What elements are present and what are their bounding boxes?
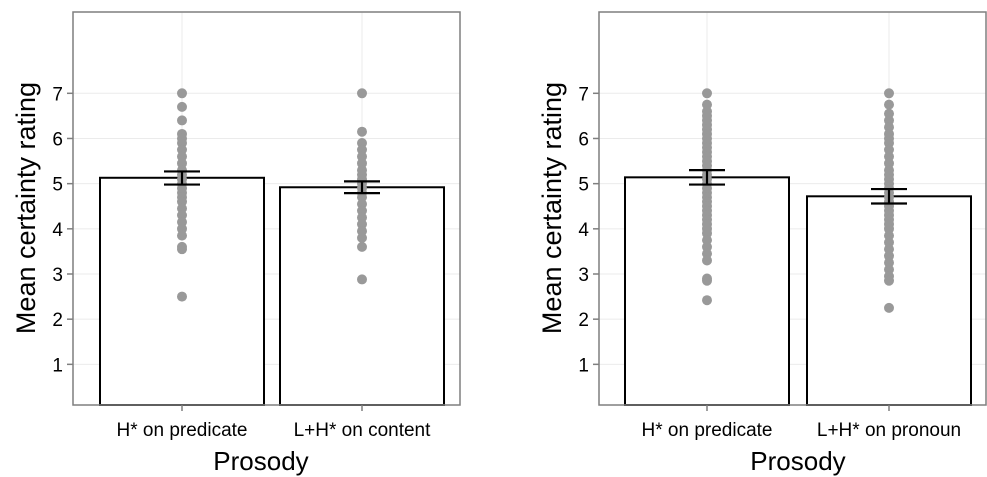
x-tick-label-left-1: L+H* on content (294, 420, 432, 441)
y-tick-label-right-6: 6 (578, 129, 589, 150)
y-tick-label-right-1: 1 (578, 355, 589, 376)
x-tick-label-left-0: H* on predicate (117, 420, 248, 441)
y-tick-label-right-7: 7 (578, 84, 589, 105)
point-left-0-0 (177, 88, 187, 99)
y-tick-label-right-2: 2 (578, 310, 589, 331)
point-left-1-18 (357, 232, 367, 243)
point-right-1-1 (884, 99, 894, 110)
errorbar-left-1 (344, 180, 380, 195)
point-left-0-23 (177, 244, 187, 255)
point-right-1-32 (884, 275, 894, 286)
x-tick-label-right-0: H* on predicate (642, 420, 773, 441)
y-tick-label-left-6: 6 (52, 129, 63, 150)
errorbar-right-1 (871, 187, 907, 205)
y-tick-label-right-3: 3 (578, 265, 589, 286)
x-axis-title-left: Prosody (213, 446, 308, 476)
y-axis-title-right: Mean certainty rating (537, 82, 567, 334)
x-tick-label-right-1: L+H* on pronoun (817, 420, 961, 441)
y-tick-label-left-2: 2 (52, 310, 63, 331)
point-left-1-0 (357, 88, 367, 99)
point-right-0-33 (702, 255, 712, 266)
x-axis-title-right: Prosody (750, 446, 845, 476)
y-axis-title-left: Mean certainty rating (11, 82, 41, 334)
y-tick-label-left-7: 7 (52, 84, 63, 105)
point-right-0-35 (702, 275, 712, 286)
point-left-0-2 (177, 115, 187, 126)
point-left-0-21 (177, 230, 187, 241)
point-left-1-19 (357, 241, 367, 252)
y-tick-label-left-1: 1 (52, 355, 63, 376)
errorbar-left-0 (164, 170, 200, 186)
point-left-0-24 (177, 291, 187, 302)
point-right-1-33 (884, 302, 894, 313)
point-right-0-36 (702, 295, 712, 306)
point-left-0-1 (177, 101, 187, 112)
y-tick-label-left-5: 5 (52, 175, 63, 196)
point-right-0-0 (702, 88, 712, 99)
point-left-1-20 (357, 274, 367, 285)
chart-left: 1 2 3 4 5 6 7 H* on predicate L+H* on content Me… (11, 11, 461, 476)
point-right-1-0 (884, 88, 894, 99)
y-tick-label-right-5: 5 (578, 175, 589, 196)
y-tick-label-left-3: 3 (52, 265, 63, 286)
y-tick-label-left-4: 4 (52, 220, 63, 241)
y-tick-label-right-4: 4 (578, 220, 589, 241)
errorbar-right-0 (689, 169, 725, 186)
panel-border-left (72, 11, 461, 406)
points-right-0 (702, 88, 712, 306)
panel-border-right (598, 11, 987, 406)
chart-right: 1 2 3 4 5 6 7 H* on predicate L+H* on pronoun Me… (537, 11, 987, 476)
point-left-1-1 (357, 126, 367, 137)
